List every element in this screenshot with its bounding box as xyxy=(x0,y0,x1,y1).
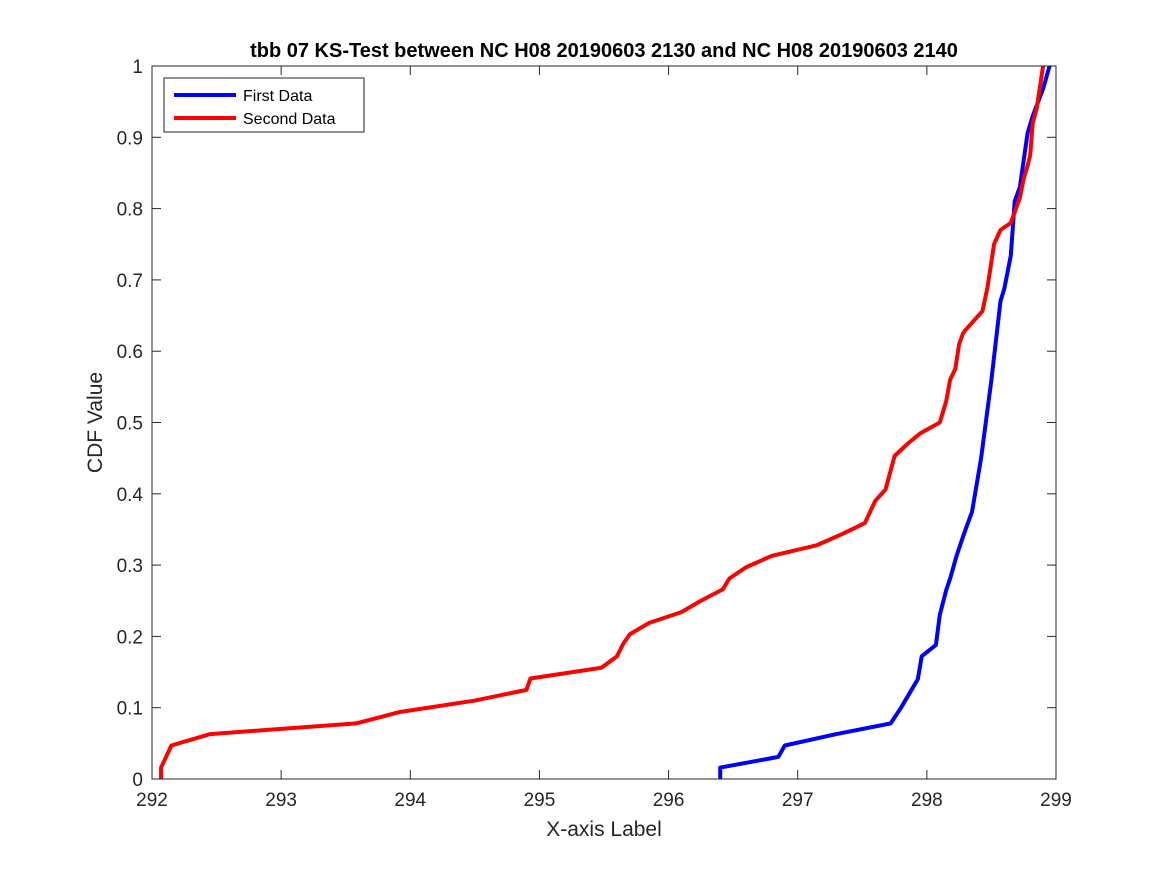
series-layer xyxy=(159,65,1052,779)
legend-label-second-data: Second Data xyxy=(243,111,336,128)
x-tick-label: 295 xyxy=(524,790,556,811)
x-axis-label: X-axis Label xyxy=(546,818,662,841)
y-tick-label: 0.2 xyxy=(117,627,143,648)
x-tick-label: 297 xyxy=(782,790,814,811)
series-line-second-data xyxy=(159,65,1046,779)
legend: First Data Second Data xyxy=(163,77,365,133)
y-tick-label: 1 xyxy=(132,57,143,78)
x-tick-label: 296 xyxy=(653,790,685,811)
y-tick-label: 0.5 xyxy=(117,414,143,435)
y-tick-label: 0.3 xyxy=(117,556,143,577)
y-axis-label: CDF Value xyxy=(84,372,107,473)
y-tick-label: 0.4 xyxy=(117,485,144,506)
x-tick-label: 298 xyxy=(911,790,943,811)
x-tick-label: 292 xyxy=(136,790,168,811)
ticks-layer: 292 293 294 295 296 297 298 299 0 0.1 0.2 0.3 0.4 0.5… xyxy=(117,57,1072,811)
x-tick-label: 293 xyxy=(265,790,297,811)
series-line-first-data xyxy=(718,65,1052,779)
x-tick-label: 294 xyxy=(394,790,426,811)
legend-box xyxy=(163,77,365,133)
legend-label-first-data: First Data xyxy=(243,88,312,105)
x-tick-label: 299 xyxy=(1040,790,1072,811)
y-tick-label: 0.7 xyxy=(117,271,143,292)
y-tick-label: 0 xyxy=(132,770,143,791)
plot-area xyxy=(152,66,1056,779)
y-tick-label: 0.9 xyxy=(117,128,143,149)
y-tick-label: 0.1 xyxy=(117,699,143,720)
chart-title: tbb 07 KS-Test between NC H08 20190603 2… xyxy=(250,40,958,62)
y-tick-label: 0.8 xyxy=(117,200,143,221)
y-tick-label: 0.6 xyxy=(117,342,143,363)
